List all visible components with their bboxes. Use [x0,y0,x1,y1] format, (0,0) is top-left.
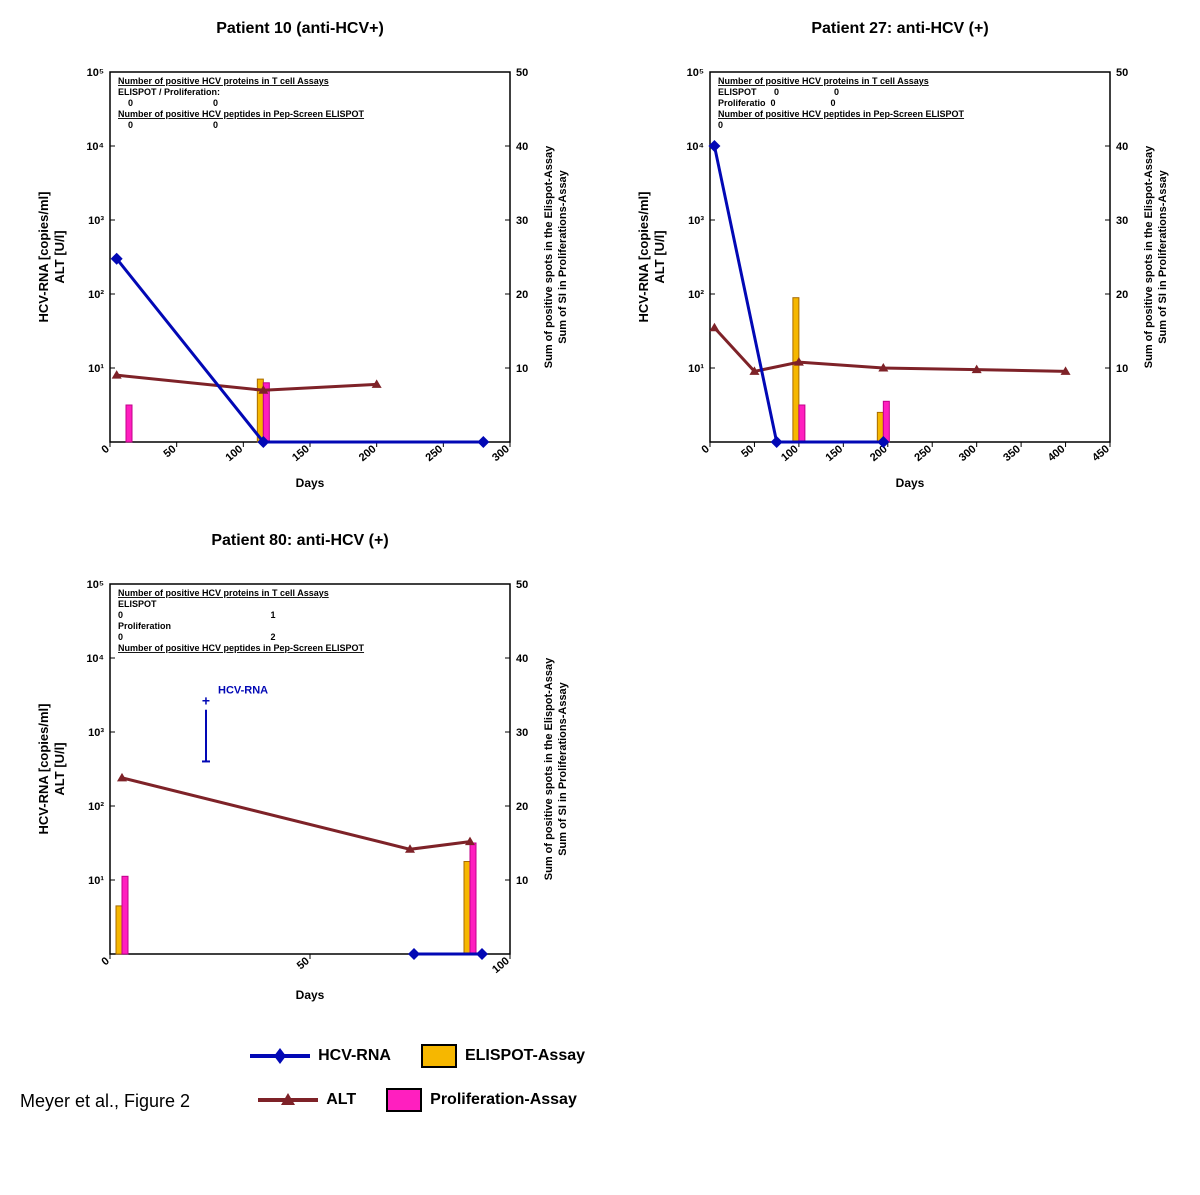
svg-text:10³: 10³ [688,215,704,227]
chart-svg: 10¹10²10³10⁴10⁵1020304050050100150200250… [20,42,580,502]
svg-text:10⁵: 10⁵ [87,67,104,79]
figure-caption: Meyer et al., Figure 2 [20,1091,190,1112]
legend-hcv-rna: HCV-RNA [250,1046,391,1066]
svg-text:20: 20 [516,801,528,813]
panel-title: Patient 10 (anti-HCV+) [20,20,580,38]
svg-text:0: 0 2 [118,632,276,642]
svg-text:ELISPOT 0: ELISPOT 0 0 [718,87,839,97]
svg-text:Number of positive HCV peptide: Number of positive HCV peptides in Pep-S… [118,643,365,653]
svg-text:300: 300 [490,443,512,464]
panel-1: Patient 27: anti-HCV (+)10¹10²10³10⁴10⁵1… [620,20,1180,502]
svg-text:50: 50 [1116,67,1128,79]
svg-text:150: 150 [823,443,845,464]
svg-text:250: 250 [423,443,445,464]
svg-text:Sum of SI in Proliferations-As: Sum of SI in Proliferations-Assay [557,169,569,343]
svg-text:0: 0 0 [118,98,218,108]
svg-text:30: 30 [516,215,528,227]
svg-text:100: 100 [490,955,512,976]
svg-text:100: 100 [223,443,245,464]
svg-text:50: 50 [739,443,756,460]
svg-text:Sum of positive spots in the E: Sum of positive spots in the Elispot-Ass… [1143,145,1155,368]
svg-text:50: 50 [516,579,528,591]
svg-text:HCV-RNA [copies/ml]: HCV-RNA [copies/ml] [636,192,651,323]
svg-text:Number of positive HCV peptide: Number of positive HCV peptides in Pep-S… [718,109,965,119]
svg-text:10: 10 [516,363,528,375]
svg-text:150: 150 [290,443,312,464]
svg-text:Number of positive HCV protein: Number of positive HCV proteins in T cel… [118,76,329,86]
svg-text:10: 10 [1116,363,1128,375]
svg-text:ALT [U/l]: ALT [U/l] [52,742,67,795]
svg-text:0: 0 0 [118,120,218,130]
svg-text:450: 450 [1090,443,1112,464]
svg-text:Number of positive HCV protein: Number of positive HCV proteins in T cel… [718,76,929,86]
svg-text:10¹: 10¹ [88,363,104,375]
svg-text:100: 100 [779,443,801,464]
svg-text:10¹: 10¹ [688,363,704,375]
svg-text:HCV-RNA: HCV-RNA [218,685,268,697]
panel-2: Patient 80: anti-HCV (+) 10¹ 10² 10³ 10⁴ 10⁵ 1… [20,532,580,1014]
legend-elispot: ELISPOT-Assay [421,1044,585,1068]
svg-text:Number of positive HCV peptide: Number of positive HCV peptides in Pep-S… [118,109,365,119]
svg-text:30: 30 [1116,215,1128,227]
svg-text:200: 200 [357,443,379,464]
panel-0: Patient 10 (anti-HCV+) 10¹ 10² 10³ 10⁴ 10⁵ 10 2… [20,20,580,502]
svg-text:10²: 10² [88,289,104,301]
svg-text:10⁴: 10⁴ [86,141,104,153]
svg-text:10: 10 [516,875,528,887]
svg-text:200: 200 [868,443,890,464]
svg-text:ALT [U/l]: ALT [U/l] [52,230,67,283]
svg-text:300: 300 [957,443,979,464]
panel-title: Patient 27: anti-HCV (+) [620,20,1180,38]
svg-text:20: 20 [516,289,528,301]
svg-text:30: 30 [516,727,528,739]
svg-text:50: 50 [295,955,312,972]
svg-text:40: 40 [1116,141,1128,153]
svg-text:Number of positive HCV protein: Number of positive HCV proteins in T cel… [118,588,329,598]
svg-text:10³: 10³ [88,727,104,739]
svg-text:ALT [U/l]: ALT [U/l] [652,230,667,283]
svg-text:20: 20 [1116,289,1128,301]
svg-text:+: + [202,693,210,709]
chart-svg: 10¹ 10² 10³ 10⁴ 10⁵ 10 20 30 40 50 0 50 100 150 200 250… [620,42,1180,502]
svg-text:50: 50 [516,67,528,79]
legend-alt: ALT [258,1090,356,1110]
svg-text:10⁵: 10⁵ [687,67,704,79]
svg-text:0: 0 [718,120,723,130]
legend-prolif: Proliferation-Assay [386,1088,577,1112]
svg-text:ELISPOT: ELISPOT [118,599,157,609]
svg-text:40: 40 [516,141,528,153]
panel-title: Patient 80: anti-HCV (+) [20,532,580,550]
svg-text:Sum of positive spots in the E: Sum of positive spots in the Elispot-Ass… [543,145,555,368]
svg-text:10⁴: 10⁴ [686,141,704,153]
svg-text:250: 250 [912,443,934,464]
svg-text:Sum of SI in Proliferations-As: Sum of SI in Proliferations-Assay [557,681,569,855]
svg-text:Proliferation: Proliferation [118,621,171,631]
svg-text:Days: Days [296,988,325,1002]
chart-svg: 10¹10²10³10⁴10⁵1020304050050100DaysHCV-R… [20,554,580,1014]
svg-text:Sum of positive spots in the E: Sum of positive spots in the Elispot-Ass… [543,657,555,880]
svg-text:HCV-RNA [copies/ml]: HCV-RNA [copies/ml] [36,192,51,323]
svg-text:10³: 10³ [88,215,104,227]
svg-text:ELISPOT / Proliferation:: ELISPOT / Proliferation: [118,87,220,97]
svg-text:Days: Days [296,476,325,490]
svg-text:10²: 10² [88,801,104,813]
svg-text:10⁵: 10⁵ [87,579,104,591]
svg-text:50: 50 [161,443,178,460]
svg-text:Sum of SI in Proliferations-As: Sum of SI in Proliferations-Assay [1157,169,1169,343]
svg-text:10⁴: 10⁴ [86,653,104,665]
svg-text:0: 0 1 [118,610,276,620]
svg-text:Days: Days [896,476,925,490]
svg-text:HCV-RNA [copies/ml]: HCV-RNA [copies/ml] [36,704,51,835]
svg-text:Proliferatio 0: Proliferatio 0 0 [718,98,836,108]
svg-text:10²: 10² [688,289,704,301]
svg-text:400: 400 [1046,443,1068,464]
svg-text:40: 40 [516,653,528,665]
svg-text:350: 350 [1001,443,1023,464]
svg-text:10¹: 10¹ [88,875,104,887]
